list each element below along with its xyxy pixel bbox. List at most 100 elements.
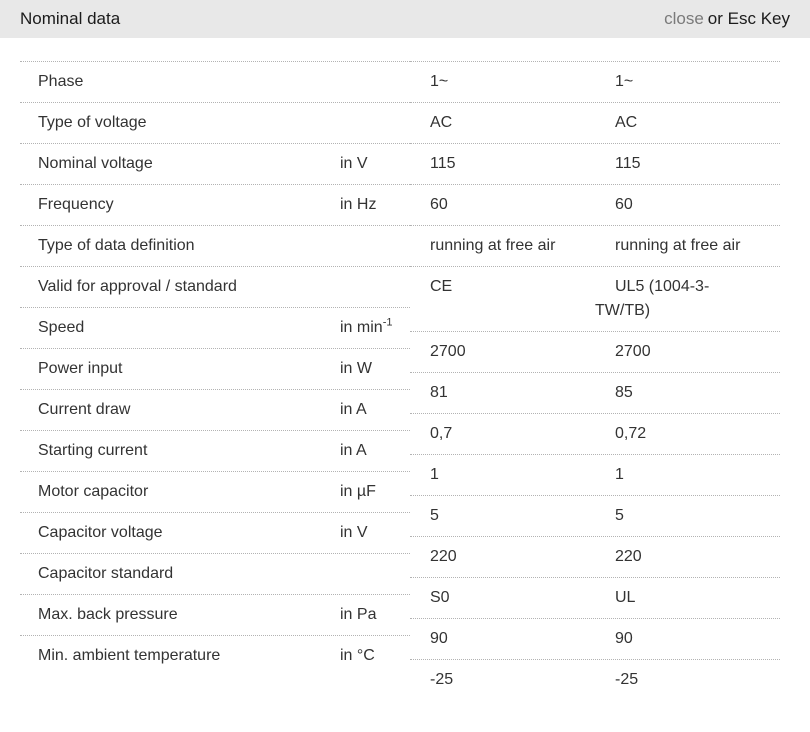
spec-unit: in min-1	[340, 316, 410, 340]
spec-row: Nominal voltage in V	[20, 144, 410, 185]
value-cell-variant-1: 1~	[430, 73, 449, 90]
value-cell-variant-1: AC	[430, 114, 453, 131]
value-row: running at free air running at free air	[410, 226, 780, 267]
spec-row: Capacitor standard	[20, 554, 410, 595]
spec-row: Type of voltage	[20, 103, 410, 144]
spec-row: Speed in min-1	[20, 308, 410, 349]
spec-label: Speed	[38, 319, 85, 336]
spec-unit: in V	[340, 152, 410, 176]
values-columns: 1~ 1~ AC AC 115 115 60 60 running at free air run…	[410, 61, 780, 700]
value-cell-variant-2: 1~	[615, 73, 634, 90]
spec-unit-text: in W	[340, 360, 372, 377]
spec-unit: in V	[340, 521, 410, 545]
spec-row: Max. back pressure in Pa	[20, 595, 410, 636]
panel-header: Nominal data close or Esc Key	[0, 0, 810, 38]
value-row: 0,7 0,72	[410, 414, 780, 455]
value-cell-variant-2: UL5 (1004-3-TW/TB)	[595, 278, 710, 319]
value-row: 90 90	[410, 619, 780, 660]
value-cell-variant-2: 60	[615, 196, 633, 213]
spec-unit: in Hz	[340, 193, 410, 217]
value-row: 81 85	[410, 373, 780, 414]
value-row: 1~ 1~	[410, 62, 780, 103]
value-cell-variant-2: AC	[615, 114, 638, 131]
spec-label: Type of data definition	[38, 237, 195, 254]
spec-row: Power input in W	[20, 349, 410, 390]
spec-unit	[340, 562, 410, 586]
value-cell-variant-2: running at free air	[615, 237, 741, 254]
value-cell-variant-2: 220	[615, 548, 642, 565]
spec-row: Starting current in A	[20, 431, 410, 472]
value-row: S0 UL	[410, 578, 780, 619]
spec-label: Power input	[38, 360, 123, 377]
spec-row: Capacitor voltage in V	[20, 513, 410, 554]
value-cell-variant-2: 85	[615, 384, 633, 401]
spec-label: Current draw	[38, 401, 131, 418]
spec-unit-superscript: -1	[382, 316, 393, 329]
value-row: 220 220	[410, 537, 780, 578]
value-row: -25 -25	[410, 660, 780, 700]
value-row: 115 115	[410, 144, 780, 185]
spec-unit-text: in Pa	[340, 606, 377, 623]
value-cell-variant-1: 2700	[430, 343, 466, 360]
value-cell-variant-1: 81	[430, 384, 448, 401]
value-cell-variant-1: 60	[430, 196, 448, 213]
spec-row: Type of data definition	[20, 226, 410, 267]
spec-label: Nominal voltage	[38, 155, 153, 172]
value-cell-variant-1: 90	[430, 630, 448, 647]
labels-column: Phase Type of voltage Nominal voltage in V F…	[20, 61, 410, 700]
spec-label: Starting current	[38, 442, 148, 459]
value-row: 2700 2700	[410, 332, 780, 373]
spec-unit	[340, 234, 410, 258]
spec-label: Phase	[38, 73, 84, 90]
spec-unit: in W	[340, 357, 410, 381]
spec-unit: in A	[340, 398, 410, 422]
value-cell-variant-1: 5	[430, 507, 439, 524]
spec-row: Phase	[20, 62, 410, 103]
spec-unit-text: in µF	[340, 483, 376, 500]
value-cell-variant-2: 1	[615, 466, 624, 483]
value-row: AC AC	[410, 103, 780, 144]
value-cell-variant-2: -25	[615, 671, 639, 688]
value-cell-variant-1: running at free air	[430, 237, 556, 254]
spec-unit-text: in V	[340, 155, 368, 172]
close-area: close or Esc Key	[664, 9, 790, 29]
spec-row: Current draw in A	[20, 390, 410, 431]
spec-unit	[340, 275, 410, 299]
spec-unit	[340, 111, 410, 135]
spec-unit: in A	[340, 439, 410, 463]
esc-key-hint: or Esc Key	[707, 9, 790, 28]
spec-label: Min. ambient temperature	[38, 647, 221, 664]
panel-title: Nominal data	[20, 9, 121, 28]
spec-unit: in Pa	[340, 603, 410, 627]
spec-unit: in µF	[340, 480, 410, 504]
value-row: 60 60	[410, 185, 780, 226]
spec-unit: in °C	[340, 644, 410, 668]
value-cell-variant-2: 2700	[615, 343, 651, 360]
spec-unit-text: in °C	[340, 647, 375, 664]
spec-row: Valid for approval / standard	[20, 267, 410, 308]
spec-unit-text: in Hz	[340, 196, 377, 213]
spec-unit-text: in A	[340, 442, 367, 459]
value-cell-variant-1: 220	[430, 548, 457, 565]
value-cell-variant-2: 5	[615, 507, 624, 524]
spec-label: Capacitor voltage	[38, 524, 163, 541]
value-row: CE UL5 (1004-3-TW/TB)	[410, 267, 780, 332]
close-button[interactable]: close	[664, 9, 704, 28]
spec-label: Frequency	[38, 196, 114, 213]
spec-label: Motor capacitor	[38, 483, 149, 500]
spec-row: Motor capacitor in µF	[20, 472, 410, 513]
spec-label: Valid for approval / standard	[38, 278, 237, 295]
spec-row: Min. ambient temperature in °C	[20, 636, 410, 676]
spec-label: Type of voltage	[38, 114, 147, 131]
spec-row: Frequency in Hz	[20, 185, 410, 226]
value-cell-variant-1: 0,7	[430, 425, 453, 442]
value-cell-variant-1: 115	[430, 155, 456, 172]
value-cell-variant-1: -25	[430, 671, 454, 688]
value-cell-variant-1: S0	[430, 589, 450, 606]
value-cell-variant-2: 0,72	[615, 425, 647, 442]
nominal-data-table: Phase Type of voltage Nominal voltage in V F…	[0, 61, 810, 700]
value-cell-variant-2: 90	[615, 630, 633, 647]
